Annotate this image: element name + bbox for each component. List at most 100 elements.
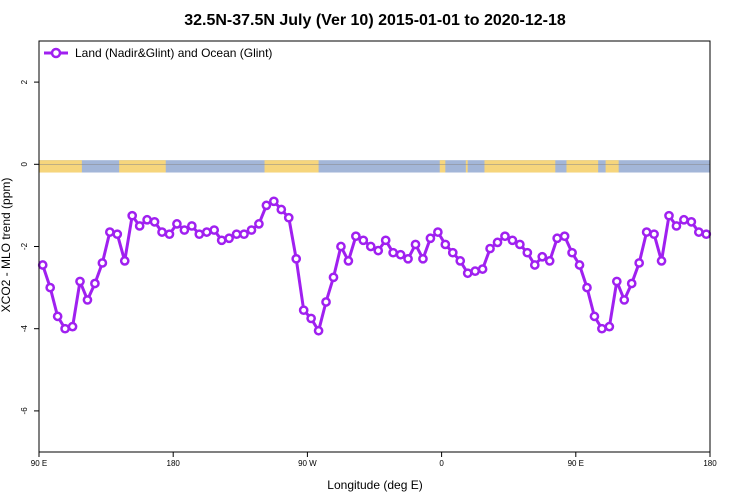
data-point: [254, 219, 264, 229]
data-point: [641, 227, 652, 237]
land-segment: [566, 160, 599, 173]
data-point: [492, 237, 503, 248]
data-point: [619, 295, 630, 305]
data-point: [410, 239, 421, 250]
data-point: [440, 239, 451, 250]
x-tick-label: 180: [703, 459, 717, 468]
data-point: [179, 225, 190, 235]
data-point: [104, 227, 115, 237]
data-point: [216, 235, 227, 246]
data-point: [455, 256, 466, 266]
data-point: [45, 282, 56, 293]
data-point: [186, 221, 197, 231]
data-point: [522, 247, 533, 258]
data-point: [75, 276, 85, 287]
data-point: [52, 311, 63, 322]
data-point: [306, 313, 316, 324]
data-point: [97, 258, 108, 268]
land-segment: [605, 160, 619, 173]
data-point: [395, 249, 406, 260]
data-point: [425, 233, 436, 244]
data-point: [462, 268, 473, 279]
data-point: [507, 235, 518, 246]
legend-label: Land (Nadir&Glint) and Ocean (Glint): [75, 46, 272, 60]
data-point: [477, 264, 488, 274]
land-segment: [39, 160, 82, 173]
land-ocean-strip: [39, 160, 710, 173]
land-segment: [439, 160, 446, 173]
data-point: [321, 297, 331, 307]
data-point: [447, 247, 458, 258]
x-axis-label: Longitude (deg E): [327, 478, 422, 492]
data-point: [597, 323, 607, 334]
data-point: [313, 325, 324, 336]
x-tick-label: 90 E: [568, 459, 584, 468]
data-point: [298, 305, 309, 316]
data-point: [649, 229, 659, 240]
data-point: [470, 266, 480, 277]
data-point: [67, 321, 78, 332]
data-point: [544, 256, 555, 266]
data-point: [515, 239, 525, 250]
series-layer: [37, 196, 712, 336]
land-segment: [484, 160, 556, 173]
data-point: [142, 214, 152, 225]
land-segment: [465, 160, 468, 173]
legend: Land (Nadir&Glint) and Ocean (Glint): [44, 46, 272, 60]
data-point: [611, 276, 622, 287]
data-point: [194, 229, 205, 240]
y-axis-label: XCO2 - MLO trend (ppm): [0, 178, 13, 313]
data-point: [224, 233, 234, 244]
land-segment: [119, 160, 166, 173]
data-point: [112, 229, 123, 240]
data-point: [679, 214, 689, 225]
y-tick-label: -2: [20, 242, 29, 250]
data-point: [582, 282, 592, 293]
data-point: [559, 231, 570, 242]
x-tick-label: 90 E: [31, 459, 47, 468]
data-point: [291, 253, 302, 264]
axes: 2 0 -2 -4 -6 90 E 180 90 W 0 90 E 180: [20, 40, 717, 468]
data-point: [373, 245, 384, 256]
data-point: [209, 225, 220, 235]
data-point: [656, 256, 667, 266]
data-point: [336, 241, 346, 252]
data-point: [358, 235, 369, 246]
data-point: [485, 243, 495, 254]
x-tick-label: 180: [167, 459, 181, 468]
data-point: [351, 231, 361, 242]
data-point: [90, 278, 100, 289]
data-point: [589, 311, 600, 322]
data-point: [37, 260, 48, 270]
data-point: [246, 225, 257, 235]
x-tick-label: 90 W: [298, 459, 317, 468]
data-point: [634, 258, 645, 268]
data-point: [403, 253, 413, 264]
data-point: [134, 221, 145, 231]
data-point: [701, 229, 712, 240]
data-point: [380, 235, 391, 246]
data-point: [231, 229, 242, 240]
data-point: [604, 321, 615, 332]
data-point: [149, 216, 160, 227]
data-point: [365, 241, 376, 252]
y-tick-label: 2: [20, 79, 29, 84]
data-point: [157, 227, 167, 237]
data-point: [500, 231, 510, 242]
series-line: [41, 199, 707, 333]
data-point: [82, 295, 93, 305]
data-point: [283, 212, 294, 223]
data-point: [276, 204, 287, 215]
x-tick-label: 0: [439, 459, 444, 468]
land-segment: [264, 160, 319, 173]
y-tick-label: -4: [20, 325, 29, 333]
y-tick-label: -6: [20, 407, 29, 415]
data-point: [418, 253, 428, 264]
data-point: [574, 260, 585, 270]
data-point: [119, 256, 130, 266]
legend-marker: [50, 47, 62, 59]
chart-title: 32.5N-37.5N July (Ver 10) 2015-01-01 to …: [184, 12, 566, 29]
data-point: [693, 227, 704, 237]
data-point: [261, 200, 272, 211]
